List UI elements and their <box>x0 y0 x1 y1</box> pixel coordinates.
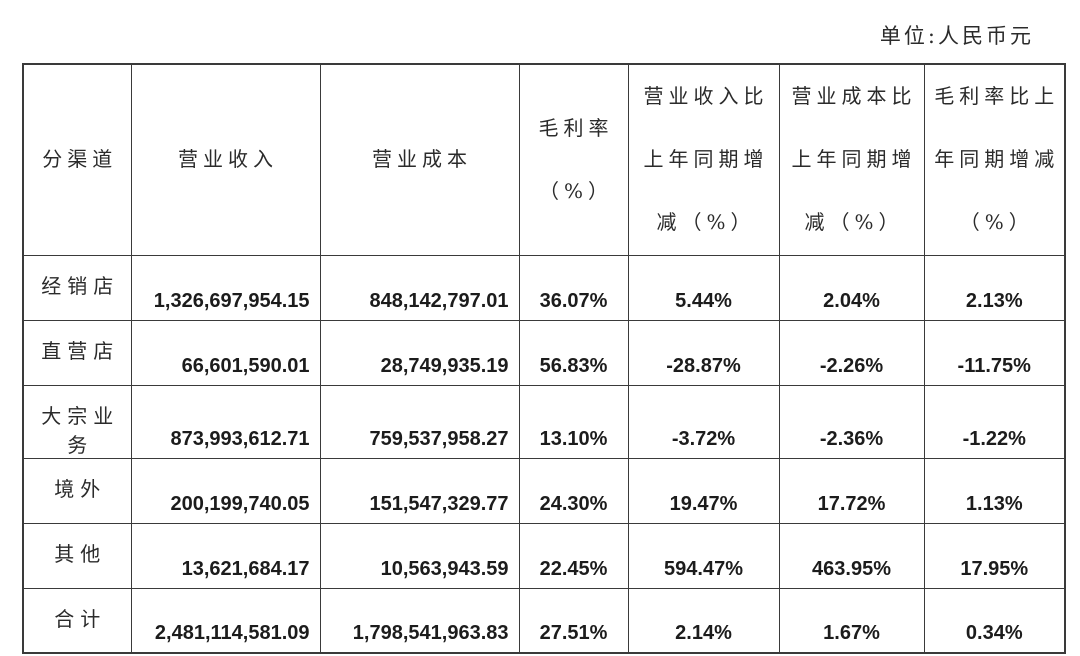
channel-financial-table: 分渠道 营业收入 营业成本 毛利率 （%） 营业收入比 上年同期增 减（%） <box>22 63 1066 654</box>
header-line: 上年同期增 <box>791 147 917 172</box>
column-header-channel: 分渠道 <box>22 63 132 256</box>
cell-margin: 27.51% <box>518 587 629 654</box>
cell-margin-yoy: -1.22% <box>923 384 1066 459</box>
cell-margin: 24.30% <box>518 457 629 524</box>
cell-channel: 经销店 <box>22 254 132 321</box>
column-header-revenue: 营业收入 <box>130 63 321 256</box>
header-line: 营业成本 <box>372 147 472 172</box>
cell-cost: 1,798,541,963.83 <box>319 587 520 654</box>
table-row: 大宗业务 873,993,612.71 759,537,958.27 13.10… <box>22 384 1066 459</box>
column-header-margin-yoy: 毛利率比上 年同期增减 （%） <box>923 63 1066 256</box>
cell-channel: 境外 <box>22 457 132 524</box>
cell-margin-yoy: -11.75% <box>923 319 1066 386</box>
header-line: 上年同期增 <box>643 147 769 172</box>
cell-cost-yoy: 1.67% <box>778 587 925 654</box>
table-row: 直营店 66,601,590.01 28,749,935.19 56.83% -… <box>22 319 1066 386</box>
header-line: 减（%） <box>804 210 904 235</box>
header-line: 减（%） <box>656 210 756 235</box>
cell-revenue: 66,601,590.01 <box>130 319 321 386</box>
cell-revenue: 2,481,114,581.09 <box>130 587 321 654</box>
cell-channel: 其他 <box>22 522 132 589</box>
header-line: 营业收入 <box>178 147 278 172</box>
header-line: 营业成本比 <box>791 84 917 109</box>
cell-margin: 36.07% <box>518 254 629 321</box>
cell-channel: 大宗业务 <box>22 384 132 459</box>
cell-cost: 759,537,958.27 <box>319 384 520 459</box>
header-line: 毛利率 <box>538 115 614 140</box>
cell-margin: 22.45% <box>518 522 629 589</box>
cell-channel: 直营店 <box>22 319 132 386</box>
cell-revenue: 13,621,684.17 <box>130 522 321 589</box>
header-line: 毛利率比上 <box>934 84 1060 109</box>
cell-margin: 56.83% <box>518 319 629 386</box>
cell-revenue-yoy: -3.72% <box>627 384 780 459</box>
table-row-total: 合计 2,481,114,581.09 1,798,541,963.83 27.… <box>22 587 1066 654</box>
cell-revenue: 200,199,740.05 <box>130 457 321 524</box>
cell-cost-yoy: 463.95% <box>778 522 925 589</box>
table-row: 境外 200,199,740.05 151,547,329.77 24.30% … <box>22 457 1066 524</box>
header-line: （%） <box>538 178 613 203</box>
cell-margin-yoy: 17.95% <box>923 522 1066 589</box>
cell-revenue: 1,326,697,954.15 <box>130 254 321 321</box>
cell-cost: 151,547,329.77 <box>319 457 520 524</box>
cell-cost: 28,749,935.19 <box>319 319 520 386</box>
cell-revenue-yoy: 5.44% <box>627 254 780 321</box>
cell-cost-yoy: 17.72% <box>778 457 925 524</box>
cell-revenue-yoy: 19.47% <box>627 457 780 524</box>
cell-cost: 848,142,797.01 <box>319 254 520 321</box>
cell-cost-yoy: 2.04% <box>778 254 925 321</box>
header-line: 分渠道 <box>42 147 118 172</box>
cell-revenue: 873,993,612.71 <box>130 384 321 459</box>
cell-margin-yoy: 1.13% <box>923 457 1066 524</box>
cell-revenue-yoy: -28.87% <box>627 319 780 386</box>
column-header-revenue-yoy: 营业收入比 上年同期增 减（%） <box>627 63 780 256</box>
cell-margin-yoy: 0.34% <box>923 587 1066 654</box>
cell-revenue-yoy: 2.14% <box>627 587 780 654</box>
cell-cost-yoy: -2.36% <box>778 384 925 459</box>
header-row: 分渠道 营业收入 营业成本 毛利率 （%） 营业收入比 上年同期增 减（%） <box>22 63 1066 256</box>
table-row: 其他 13,621,684.17 10,563,943.59 22.45% 59… <box>22 522 1066 589</box>
cell-margin: 13.10% <box>518 384 629 459</box>
unit-label: 单位:人民币元 <box>879 24 1034 48</box>
column-header-cost-yoy: 营业成本比 上年同期增 减（%） <box>778 63 925 256</box>
cell-cost-yoy: -2.26% <box>778 319 925 386</box>
table-row: 经销店 1,326,697,954.15 848,142,797.01 36.0… <box>22 254 1066 321</box>
column-header-cost: 营业成本 <box>319 63 520 256</box>
header-line: 营业收入比 <box>643 84 769 109</box>
column-header-margin: 毛利率 （%） <box>518 63 629 256</box>
cell-revenue-yoy: 594.47% <box>627 522 780 589</box>
header-line: 年同期增减 <box>934 147 1060 172</box>
cell-cost: 10,563,943.59 <box>319 522 520 589</box>
cell-channel: 合计 <box>22 587 132 654</box>
cell-margin-yoy: 2.13% <box>923 254 1066 321</box>
header-line: （%） <box>959 210 1034 235</box>
